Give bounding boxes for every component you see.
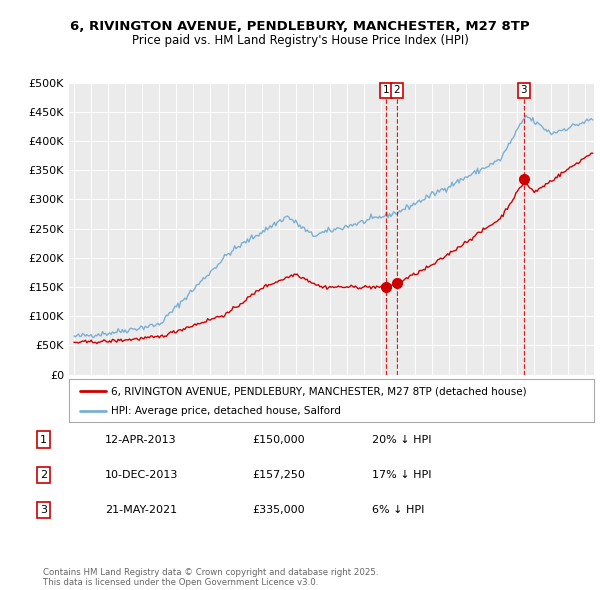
Text: Contains HM Land Registry data © Crown copyright and database right 2025.
This d: Contains HM Land Registry data © Crown c…	[43, 568, 379, 587]
Text: £335,000: £335,000	[252, 506, 305, 515]
Text: 12-APR-2013: 12-APR-2013	[105, 435, 176, 444]
Text: 10-DEC-2013: 10-DEC-2013	[105, 470, 178, 480]
Text: HPI: Average price, detached house, Salford: HPI: Average price, detached house, Salf…	[111, 407, 341, 416]
Text: 17% ↓ HPI: 17% ↓ HPI	[372, 470, 431, 480]
Text: 3: 3	[521, 85, 527, 95]
Text: 20% ↓ HPI: 20% ↓ HPI	[372, 435, 431, 444]
Text: 1: 1	[40, 435, 47, 444]
Text: 6% ↓ HPI: 6% ↓ HPI	[372, 506, 424, 515]
Text: 21-MAY-2021: 21-MAY-2021	[105, 506, 177, 515]
Text: Price paid vs. HM Land Registry's House Price Index (HPI): Price paid vs. HM Land Registry's House …	[131, 34, 469, 47]
Text: 2: 2	[394, 85, 400, 95]
Text: 6, RIVINGTON AVENUE, PENDLEBURY, MANCHESTER, M27 8TP (detached house): 6, RIVINGTON AVENUE, PENDLEBURY, MANCHES…	[111, 386, 527, 396]
Text: 6, RIVINGTON AVENUE, PENDLEBURY, MANCHESTER, M27 8TP: 6, RIVINGTON AVENUE, PENDLEBURY, MANCHES…	[70, 20, 530, 33]
Text: 2: 2	[40, 470, 47, 480]
Text: £150,000: £150,000	[252, 435, 305, 444]
Text: £157,250: £157,250	[252, 470, 305, 480]
Text: 1: 1	[382, 85, 389, 95]
Text: 3: 3	[40, 506, 47, 515]
